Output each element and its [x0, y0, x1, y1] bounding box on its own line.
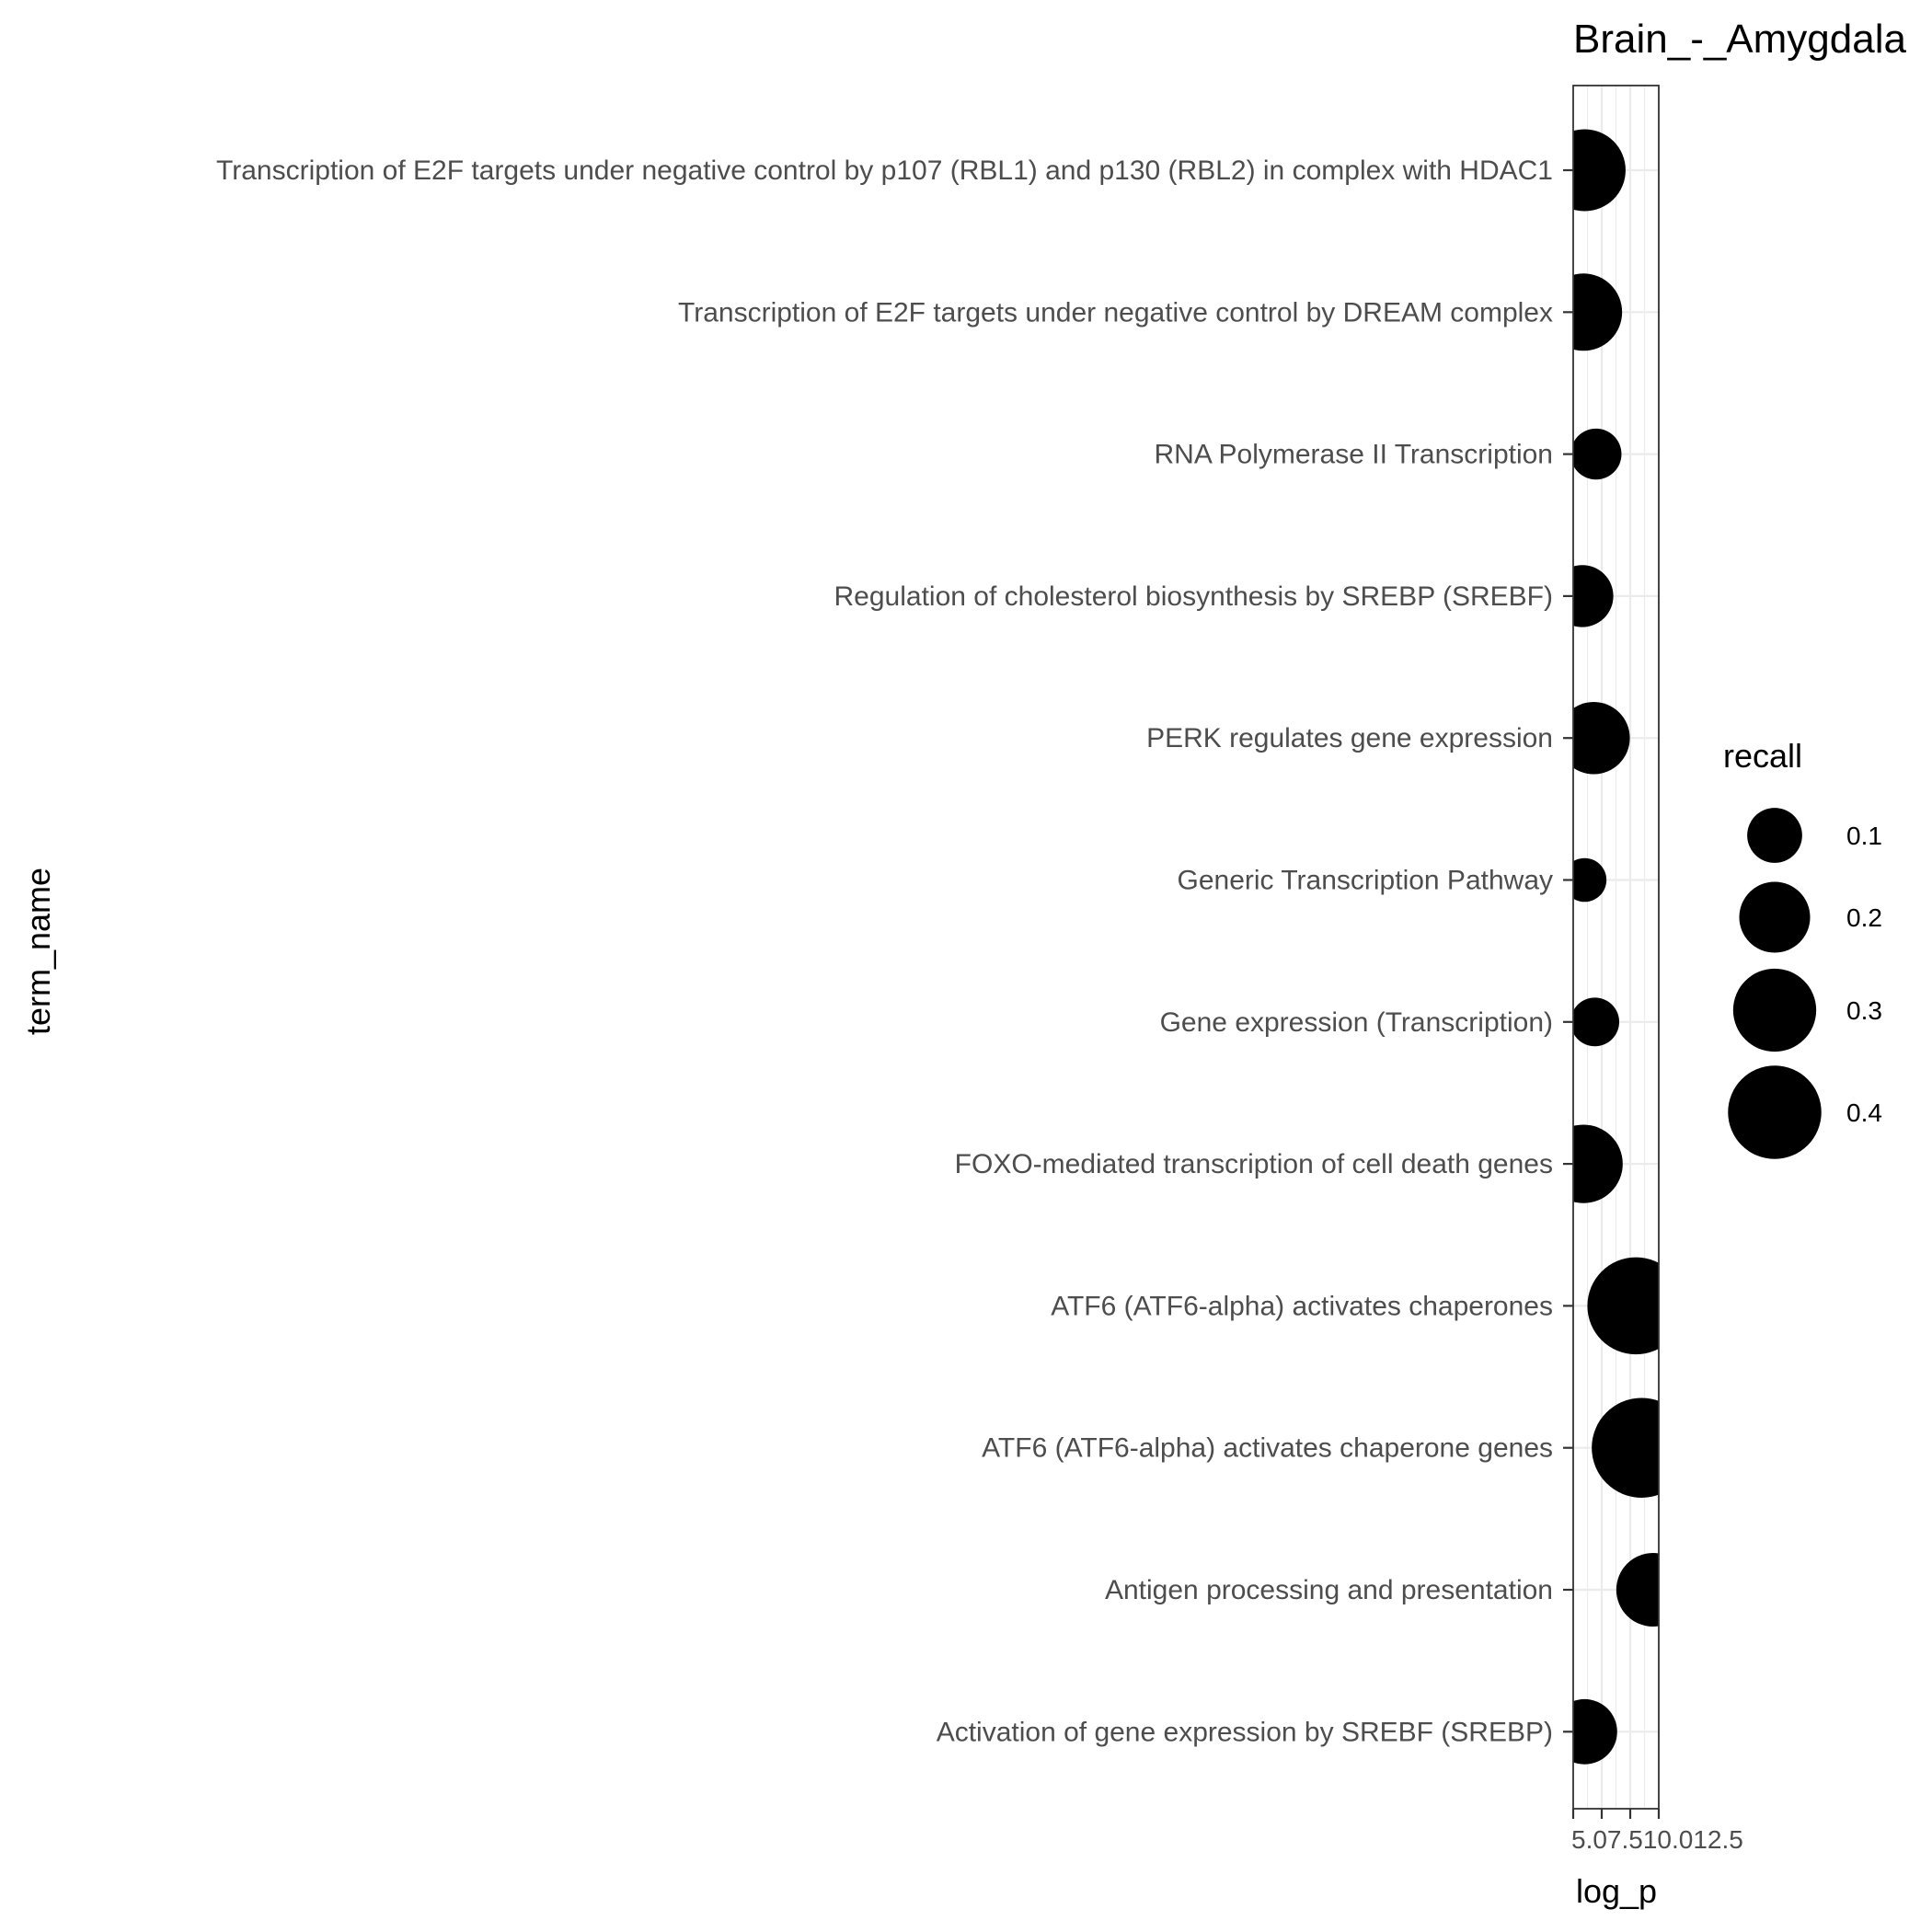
data-point — [1573, 273, 1623, 351]
y-axis: Transcription of E2F targets under negat… — [216, 155, 1573, 1747]
data-point — [1573, 857, 1607, 903]
legend-label: 0.2 — [1846, 903, 1882, 932]
y-tick-label: Transcription of E2F targets under negat… — [216, 155, 1553, 186]
y-tick-label: Transcription of E2F targets under negat… — [678, 297, 1553, 328]
y-tick-label: Gene expression (Transcription) — [1160, 1007, 1553, 1038]
y-tick-label: Generic Transcription Pathway — [1177, 866, 1553, 896]
data-point — [1573, 997, 1620, 1047]
legend: recall 0.1 0.2 0.3 0.4 — [1723, 737, 1882, 1159]
legend-label: 0.4 — [1846, 1098, 1882, 1127]
data-points — [1573, 129, 1659, 1765]
y-tick-label: ATF6 (ATF6-alpha) activates chaperone ge… — [982, 1433, 1553, 1464]
data-point — [1573, 428, 1622, 480]
data-point — [1573, 1698, 1617, 1765]
y-tick-label: Regulation of cholesterol biosynthesis b… — [834, 581, 1553, 612]
data-point — [1592, 1397, 1659, 1498]
y-tick-label: Antigen processing and presentation — [1105, 1575, 1553, 1605]
data-point — [1573, 129, 1626, 212]
chart-title: Brain_-_Amygdala — [1573, 17, 1906, 62]
plot-panel-border — [1572, 85, 1660, 1810]
legend-key — [1732, 968, 1817, 1052]
x-axis: 5.07.510.012.5 — [1571, 1809, 1743, 1854]
data-point — [1573, 701, 1630, 775]
data-point — [1587, 1257, 1659, 1355]
data-point — [1573, 1124, 1623, 1203]
y-tick-label: PERK regulates gene expression — [1146, 723, 1553, 753]
legend-key — [1728, 1065, 1822, 1159]
legend-title: recall — [1723, 737, 1802, 775]
data-point — [1616, 1553, 1659, 1627]
y-tick-label: FOXO-mediated transcription of cell deat… — [955, 1149, 1553, 1179]
y-tick-label: RNA Polymerase II Transcription — [1155, 440, 1554, 470]
y-tick-label: ATF6 (ATF6-alpha) activates chaperones — [1051, 1291, 1553, 1321]
legend-label: 0.3 — [1846, 996, 1882, 1025]
legend-label: 0.1 — [1846, 822, 1882, 850]
y-tick-label: Activation of gene expression by SREBF (… — [937, 1717, 1553, 1747]
x-axis-title: log_p — [1576, 1872, 1657, 1910]
legend-key — [1747, 808, 1802, 863]
x-tick-label: 5.07.510.012.5 — [1571, 1825, 1743, 1854]
data-point — [1573, 565, 1614, 627]
legend-key — [1739, 881, 1811, 953]
y-axis-title: term_name — [19, 868, 57, 1035]
